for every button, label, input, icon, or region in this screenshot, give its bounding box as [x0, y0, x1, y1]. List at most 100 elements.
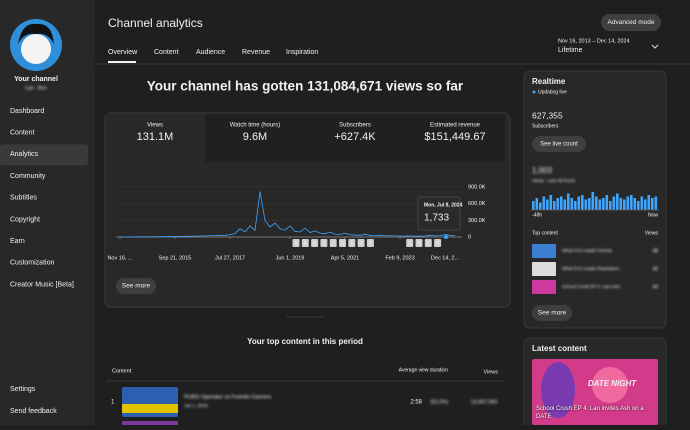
menu-item[interactable]: Creator Music [Beta] [10, 281, 74, 288]
realtime-bar [553, 201, 556, 210]
dropdown-chevron[interactable] [651, 44, 659, 49]
realtime-see-more: See more [538, 310, 567, 317]
realtime-views: 1,003 [532, 166, 553, 175]
row-date: Jan 1, 2019 [184, 403, 208, 408]
metric-label: Estimated revenue [430, 123, 481, 129]
metric-value: $151,449.67 [424, 131, 485, 143]
y-tick-label: 300.0K [468, 218, 486, 224]
annotation-box [329, 239, 337, 247]
realtime-bar [623, 199, 626, 210]
realtime-bar [616, 193, 619, 210]
realtime-bar [560, 196, 563, 210]
metric-tab[interactable] [405, 114, 505, 162]
annotation-box [357, 239, 365, 247]
menu-item[interactable]: Customization [10, 260, 54, 267]
y-tick-label: 600.0K [468, 201, 486, 207]
annotation-box [292, 239, 300, 247]
annotation: 5 [418, 241, 421, 247]
advanced-button[interactable] [601, 14, 661, 31]
x-tick-label: Sep 21, 2015 [159, 255, 192, 261]
realtime-bar [644, 199, 647, 210]
realtime-bar [626, 196, 630, 210]
annotation-box [424, 239, 432, 247]
annotation: 6 [295, 241, 298, 247]
annotation-box [406, 239, 414, 247]
realtime-bar [619, 198, 623, 210]
annotation: 7 [369, 241, 372, 247]
realtime-bar [549, 195, 553, 210]
menu-item[interactable]: Settings [10, 386, 36, 393]
menu-selected [0, 144, 88, 166]
annotation-box [301, 239, 309, 247]
row-title: PUBG Operator vs Fortnite Gamers [184, 394, 271, 400]
tab[interactable]: Content [154, 49, 179, 56]
see-more-button[interactable] [116, 278, 156, 294]
tab[interactable]: Inspiration [286, 49, 318, 56]
realtime-bar [605, 195, 609, 210]
views-column: Views [645, 230, 659, 236]
tab[interactable]: Audience [196, 49, 225, 56]
realtime-bar [651, 198, 654, 210]
annotation: 6 [323, 241, 326, 247]
row-rank: 1 [111, 400, 115, 406]
realtime-bar [637, 201, 640, 210]
menu-item[interactable]: Dashboard [10, 108, 44, 115]
x-tick-label: Dec 14, 2... [431, 255, 460, 261]
annotation-box [348, 239, 356, 247]
x-tick-label: Nov 16, ... [107, 255, 133, 261]
menu-item[interactable]: Earn [10, 238, 25, 245]
item-views: 45 [652, 266, 658, 272]
annotation: 6 [304, 241, 307, 247]
annotation-box [311, 239, 319, 247]
realtime-bar [532, 201, 535, 210]
item-thumbnail [532, 262, 556, 276]
row-duration: 2:58 [410, 400, 422, 406]
column-head: Average view duration [399, 367, 449, 373]
menu-item[interactable]: Send feedback [10, 408, 57, 415]
realtime-bar [640, 196, 644, 210]
row-percent: (53.2%) [430, 399, 448, 405]
metric-tab[interactable] [305, 114, 405, 162]
row-views: 13,697,561 [470, 399, 498, 405]
sidebar [0, 0, 95, 425]
realtime-bar [577, 196, 581, 210]
tab[interactable]: Overview [108, 49, 138, 56]
page-title: Channel analytics [108, 16, 203, 30]
subscriber-count: 627,355 [532, 110, 563, 120]
item-thumbnail [532, 280, 556, 294]
realtime-bar [539, 202, 542, 210]
realtime-bar [602, 198, 605, 210]
metric-tab[interactable] [205, 114, 305, 162]
latest-video-title[interactable]: School Crush EP 4: Lan invites Ash on a … [536, 406, 644, 420]
row-thumbnail-band [122, 404, 178, 413]
realtime-bar [581, 195, 584, 210]
annotation: 7 [360, 241, 363, 247]
live-count-label: See live count [540, 142, 578, 148]
live-count-button[interactable] [532, 136, 586, 152]
realtime-title: Realtime [532, 77, 566, 86]
menu-item[interactable]: Content [10, 130, 35, 137]
menu-item[interactable]: Copyright [10, 216, 40, 223]
line-series [120, 191, 456, 238]
menu-item[interactable]: Community [10, 173, 46, 180]
metric-label: Subscribers [339, 123, 371, 129]
x-tick-label: Jul 27, 2017 [215, 255, 245, 261]
item-views: 48 [652, 248, 658, 254]
realtime-bar [567, 193, 570, 210]
tab-underline [108, 61, 136, 63]
annotation: 5 [313, 241, 316, 247]
thumbnail-character [541, 362, 575, 418]
realtime-bar [630, 195, 633, 210]
annotation: 6 [350, 241, 353, 247]
menu-item[interactable]: Subtitles [10, 195, 37, 202]
latest-video-title-box: School Crush EP 4: Lan invites Ash on a … [536, 406, 644, 420]
tab[interactable]: Revenue [242, 49, 270, 56]
date-range: Nov 16, 2013 – Dec 14, 2024 [558, 38, 630, 44]
realtime-see-more-button[interactable] [532, 305, 572, 321]
advanced-label: Advanced mode [608, 19, 655, 26]
headline: Your channel has gotten 131,084,671 view… [147, 79, 464, 94]
realtime-bar [535, 198, 539, 210]
realtime-views-label: Views · Last 48 hours [532, 178, 576, 183]
menu-item[interactable]: Analytics [10, 151, 39, 158]
